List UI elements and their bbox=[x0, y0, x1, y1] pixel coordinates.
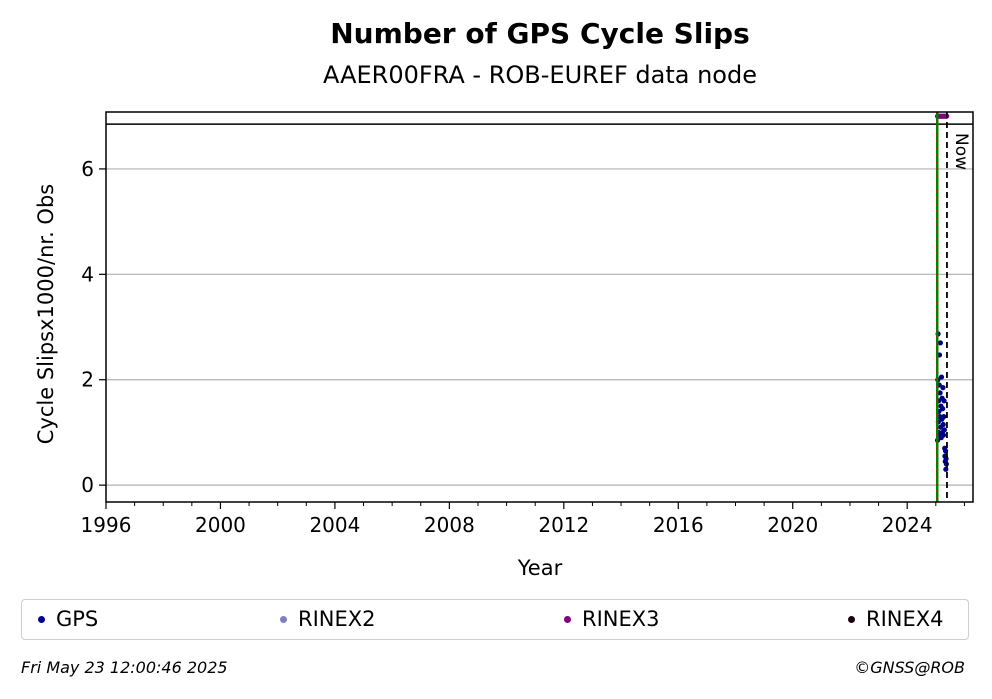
data-point-series-0 bbox=[940, 385, 946, 391]
legend-marker-rinex4 bbox=[848, 615, 855, 623]
reference-lines: Now bbox=[106, 112, 973, 502]
legend: GPS RINEX2 RINEX3 RINEX4 bbox=[21, 599, 969, 640]
now-label: Now bbox=[951, 133, 971, 170]
legend-item-rinex4: RINEX4 bbox=[848, 600, 944, 638]
x-tick-label: 2012 bbox=[538, 513, 589, 537]
legend-marker-gps bbox=[38, 615, 45, 623]
grid-lines bbox=[106, 168, 973, 486]
x-tick-label: 2004 bbox=[309, 513, 360, 537]
x-tick-label: 2008 bbox=[424, 513, 475, 537]
cycle-slips-chart: Number of GPS Cycle Slips AAER00FRA - RO… bbox=[34, 17, 974, 580]
y-tick-label: 6 bbox=[81, 157, 94, 181]
legend-label-gps: GPS bbox=[56, 607, 99, 631]
x-tick-label: 2000 bbox=[195, 513, 246, 537]
x-tick-label: 2024 bbox=[882, 513, 933, 537]
data-point-series-0 bbox=[940, 432, 947, 438]
legend-marker-rinex2 bbox=[280, 615, 287, 623]
data-point-series-0 bbox=[943, 466, 949, 472]
legend-label-rinex4: RINEX4 bbox=[866, 607, 944, 631]
y-tick-label: 4 bbox=[81, 262, 94, 286]
x-tick-label: 2016 bbox=[653, 513, 704, 537]
y-tick-label: 2 bbox=[81, 368, 94, 392]
data-point-series-0 bbox=[940, 421, 946, 428]
x-axis: 1996 2000 2004 2008 2012 2016 2020 2024 bbox=[81, 502, 965, 537]
data-point-series-0 bbox=[938, 374, 945, 380]
chart-subtitle: AAER00FRA - ROB-EUREF data node bbox=[323, 61, 757, 89]
data-point-series-0 bbox=[941, 398, 947, 404]
legend-label-rinex2: RINEX2 bbox=[298, 607, 376, 631]
y-axis-label: Cycle Slipsx1000/nr. Obs bbox=[34, 184, 58, 444]
chart-title: Number of GPS Cycle Slips bbox=[330, 17, 750, 50]
y-axis: 0 2 4 6 bbox=[81, 157, 106, 497]
plot-frame bbox=[105, 111, 974, 503]
x-tick-label: 2020 bbox=[767, 513, 818, 537]
data-point-series-0 bbox=[937, 340, 943, 346]
data-point-series-0 bbox=[940, 406, 946, 412]
data-point-series-0 bbox=[941, 414, 947, 420]
legend-item-rinex3: RINEX3 bbox=[564, 600, 660, 638]
x-axis-label: Year bbox=[517, 556, 563, 580]
legend-marker-rinex3 bbox=[564, 615, 571, 623]
x-tick-label: 1996 bbox=[81, 513, 132, 537]
data-point-series-0 bbox=[941, 427, 947, 433]
y-tick-label: 0 bbox=[81, 473, 94, 497]
footer-copyright: ©GNSS@ROB bbox=[854, 658, 965, 677]
data-point-series-0 bbox=[937, 390, 943, 396]
legend-item-gps: GPS bbox=[38, 600, 98, 638]
legend-item-rinex2: RINEX2 bbox=[280, 600, 376, 638]
footer-date: Fri May 23 12:00:46 2025 bbox=[21, 658, 228, 677]
legend-label-rinex3: RINEX3 bbox=[582, 607, 660, 631]
